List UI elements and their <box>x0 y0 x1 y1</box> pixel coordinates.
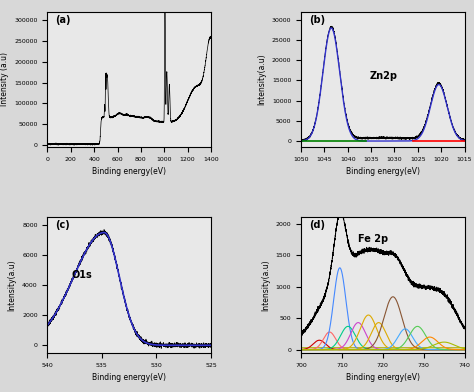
Y-axis label: Intensity(a.u): Intensity(a.u) <box>257 54 266 105</box>
X-axis label: Binding energy(eV): Binding energy(eV) <box>346 167 420 176</box>
Text: (a): (a) <box>55 15 71 25</box>
Text: (b): (b) <box>309 15 325 25</box>
Y-axis label: Intensity(a.u): Intensity(a.u) <box>8 260 17 311</box>
X-axis label: Binding energy(eV): Binding energy(eV) <box>346 373 420 382</box>
Y-axis label: Intensity (a.u): Intensity (a.u) <box>0 53 9 106</box>
Text: (c): (c) <box>55 220 70 230</box>
Y-axis label: Intensity(a.u): Intensity(a.u) <box>261 260 270 311</box>
X-axis label: Binding energy(eV): Binding energy(eV) <box>92 167 166 176</box>
Text: Zn2p: Zn2p <box>370 71 398 82</box>
Text: Fe 2p: Fe 2p <box>358 234 388 244</box>
Text: O1s: O1s <box>72 270 93 280</box>
X-axis label: Binding energy(eV): Binding energy(eV) <box>92 373 166 382</box>
Text: (d): (d) <box>309 220 325 230</box>
